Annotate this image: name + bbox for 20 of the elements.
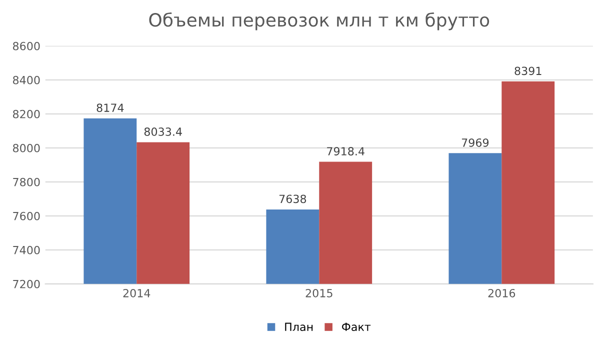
y-tick-label: 8000: [12, 144, 40, 152]
y-tick-label: 7800: [13, 178, 40, 186]
data-label: 8033.4: [144, 128, 182, 136]
data-label: 7969: [462, 138, 489, 147]
x-tick-label: 2015: [306, 288, 332, 298]
y-tick-label: 8200: [12, 110, 40, 118]
data-label: 7638: [279, 194, 306, 204]
legend-label: План: [285, 322, 313, 332]
y-tick-label: 7400: [13, 246, 40, 254]
legend-label: Факт: [342, 322, 371, 332]
chart-title: Объемы перевозок млн т км брутто: [149, 12, 490, 30]
y-tick-label: 7200: [13, 280, 40, 288]
data-label: 8174: [96, 104, 124, 112]
data-label: 7918.4: [327, 147, 364, 156]
y-tick-label: 7600: [13, 212, 40, 220]
x-tick-label: 2014: [123, 288, 150, 298]
data-label: 8391: [514, 66, 542, 76]
y-tick-label: 8400: [12, 76, 40, 84]
x-tick-label: 2016: [488, 288, 516, 298]
y-tick-label: 8600: [12, 42, 40, 50]
